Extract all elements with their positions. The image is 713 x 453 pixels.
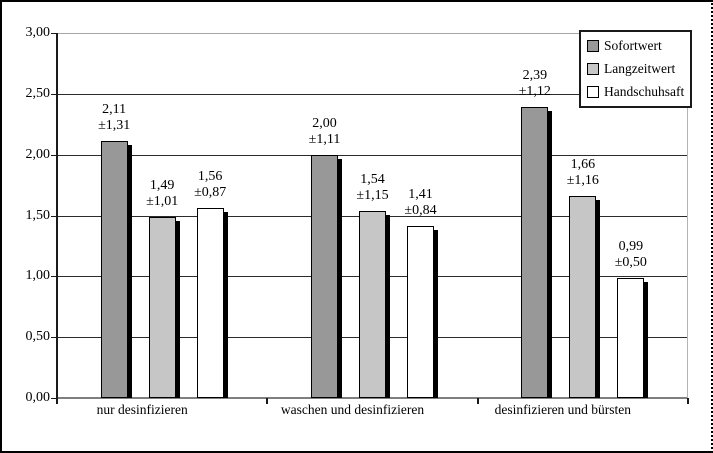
plot-right-border <box>687 33 688 398</box>
chart-legend: Sofortwert Langzeitwert Handschuhsaft <box>579 30 693 108</box>
category-label: desinfizieren und bürsten <box>494 402 632 417</box>
bar-value-label: 2,00 ±1,11 <box>309 116 341 148</box>
bar-sofortwert-0 <box>100 141 128 398</box>
y-axis-tick-label: 0,00 <box>25 390 51 405</box>
bar-std-text: ±1,12 <box>518 84 551 100</box>
bar-std-text: ±0,50 <box>614 254 647 270</box>
bar-handschuhsaft-0 <box>196 208 224 398</box>
y-axis-tick-label: 2,00 <box>25 146 51 162</box>
bar-value-label: 2,11 ±1,31 <box>98 102 130 134</box>
x-axis-tick <box>687 398 689 404</box>
gridline <box>57 33 688 34</box>
y-axis-tick-label: 2,50 <box>25 85 51 101</box>
bar-value-text: 1,56 <box>197 169 223 185</box>
bar-value-label: 0,99 ±0,50 <box>615 239 647 271</box>
y-axis-tick <box>51 33 57 34</box>
bar-langzeitwert-0 <box>148 216 176 398</box>
bar-shadow <box>548 111 553 398</box>
bar-value-text: 1,41 <box>408 187 433 203</box>
legend-label: Langzeitwert <box>604 61 676 76</box>
bar-value-text: 1,49 <box>149 177 175 193</box>
bar-sofortwert-2 <box>521 107 549 398</box>
category-label: nur desinfizieren <box>96 402 188 417</box>
gridline <box>57 93 688 95</box>
y-axis-tick-label: 0,50 <box>25 329 51 345</box>
y-axis-line <box>56 33 58 404</box>
bar-std-text: ±1,01 <box>146 193 179 209</box>
y-axis-tick-label: 1,00 <box>25 268 51 284</box>
bar-value-label: 2,39 ±1,12 <box>519 68 551 100</box>
x-axis-tick <box>56 398 58 404</box>
y-axis-tick-label: 1,50 <box>25 207 51 223</box>
bar-std-text: ±1,11 <box>308 131 341 147</box>
y-axis-tick <box>51 337 57 339</box>
bar-langzeitwert-2 <box>569 196 597 398</box>
bar-value-label: 1,54 ±1,15 <box>356 172 388 204</box>
legend-swatch-icon <box>587 63 599 75</box>
legend-label: Sofortwert <box>604 38 662 53</box>
bar-shadow <box>175 220 180 398</box>
bar-std-text: ±0,84 <box>404 203 437 219</box>
bar-std-text: ±1,31 <box>98 118 131 134</box>
y-axis-tick <box>51 398 57 399</box>
bar-shadow <box>644 281 649 398</box>
legend-entry: Langzeitwert <box>587 60 684 78</box>
bar-std-text: ±1,16 <box>566 173 599 189</box>
x-axis-tick <box>476 398 479 404</box>
x-axis-tick <box>266 398 269 404</box>
bar-value-label: 1,41 ±0,84 <box>404 187 436 219</box>
gridline <box>57 154 688 156</box>
legend-swatch-icon <box>587 40 599 52</box>
bar-shadow <box>596 200 601 398</box>
y-axis-tick <box>51 154 57 156</box>
legend-entry: Sofortwert <box>587 37 684 55</box>
bar-shadow <box>223 212 228 398</box>
bar-value-label: 1,56 ±0,87 <box>194 169 226 201</box>
bar-handschuhsaft-2 <box>617 277 645 398</box>
legend-label: Handschuhsaft <box>604 84 685 99</box>
y-axis-tick-label: 3,00 <box>25 25 51 40</box>
bar-shadow <box>338 158 342 398</box>
bar-shadow <box>434 230 438 398</box>
y-axis-tick <box>51 93 57 95</box>
bar-value-label: 1,49 ±1,01 <box>146 178 178 210</box>
legend-swatch-icon <box>587 86 599 98</box>
category-label: waschen und desinfizieren <box>280 402 425 417</box>
y-axis-tick <box>51 215 57 217</box>
y-axis-tick <box>51 276 57 278</box>
bar-value-text: 2,11 <box>102 102 127 118</box>
bar-sofortwert-1 <box>311 154 338 398</box>
bar-langzeitwert-1 <box>359 210 386 398</box>
bar-value-text: 0,99 <box>618 238 644 254</box>
legend-entry: Handschuhsaft <box>587 83 684 101</box>
bar-shadow <box>127 145 132 398</box>
bar-value-label: 1,66 ±1,16 <box>567 157 599 189</box>
bar-shadow <box>386 214 390 398</box>
x-axis-line <box>57 397 688 399</box>
bar-value-text: 2,00 <box>312 115 337 131</box>
bar-handschuhsaft-1 <box>407 226 434 398</box>
bar-value-text: 2,39 <box>522 68 548 84</box>
bar-std-text: ±0,87 <box>194 185 227 201</box>
bar-value-text: 1,54 <box>360 171 385 187</box>
bar-value-text: 1,66 <box>570 157 596 173</box>
bar-std-text: ±1,15 <box>356 187 389 203</box>
